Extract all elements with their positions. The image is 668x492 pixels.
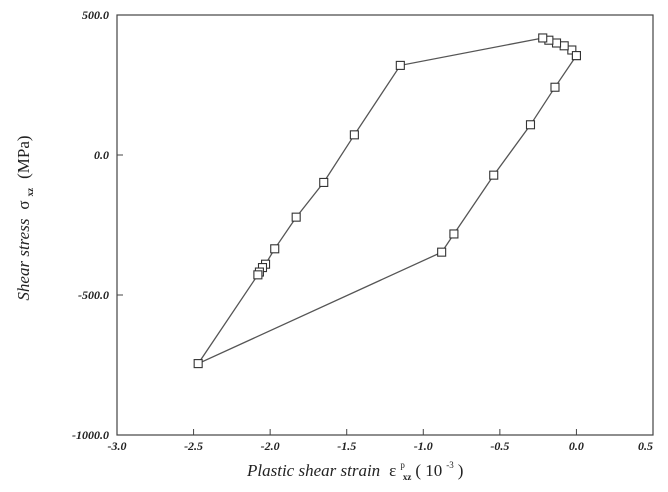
x-tick-label: -0.5 bbox=[490, 439, 509, 453]
x-axis-label: Plastic shear strain ε p xz ( 10 -3 ) bbox=[246, 455, 463, 484]
data-point-marker bbox=[538, 33, 548, 43]
data-point-marker bbox=[525, 120, 536, 130]
y-tick-label: -500.0 bbox=[78, 288, 109, 302]
data-point-marker bbox=[270, 244, 280, 254]
x-axis-label-text: Plastic shear strain bbox=[246, 461, 380, 480]
data-point-marker bbox=[551, 38, 562, 48]
data-point-marker bbox=[349, 130, 359, 140]
series-markers bbox=[193, 33, 581, 369]
data-point-marker bbox=[550, 82, 560, 92]
data-point-marker bbox=[571, 51, 581, 61]
data-point-marker bbox=[395, 60, 405, 70]
data-point-marker bbox=[319, 177, 329, 187]
x-axis-label-unit-open: ( 10 bbox=[415, 461, 442, 480]
x-tick-label: -2.5 bbox=[184, 439, 203, 453]
y-axis-label-subscript: xz bbox=[25, 188, 35, 197]
plot-frame bbox=[116, 14, 654, 436]
x-axis-label-symbol: ε bbox=[389, 461, 396, 480]
y-axis-label-text: Shear stress bbox=[14, 218, 33, 300]
x-axis-label-subscript: xz bbox=[403, 472, 412, 482]
x-tick-label: -1.5 bbox=[337, 439, 356, 453]
data-point-marker bbox=[489, 170, 499, 180]
y-tick-label: -1000.0 bbox=[72, 428, 109, 442]
x-tick-label: -1.0 bbox=[414, 439, 433, 453]
x-tick-label: -2.0 bbox=[261, 439, 280, 453]
x-axis-ticks: -3.0 -2.5 -2.0 -1.5 -1.0 -0.5 0.0 0.5 bbox=[108, 429, 654, 453]
y-axis-label-unit: (MPa) bbox=[14, 135, 33, 178]
data-point-marker bbox=[193, 359, 203, 369]
series-line bbox=[196, 37, 577, 366]
y-axis-label: Shear stress σ xz (MPa) bbox=[14, 135, 37, 300]
y-axis-label-symbol: σ bbox=[14, 200, 33, 209]
y-axis-ticks: 500.0 0.0 -500.0 -1000.0 bbox=[72, 8, 123, 442]
data-point-marker bbox=[449, 229, 459, 239]
y-tick-label: 500.0 bbox=[82, 8, 109, 22]
x-axis-label-unit-exponent: -3 bbox=[446, 460, 454, 470]
data-point-marker bbox=[291, 212, 301, 222]
x-tick-label: 0.0 bbox=[569, 439, 584, 453]
x-tick-label: -3.0 bbox=[108, 439, 127, 453]
x-axis-label-unit-close: ) bbox=[458, 461, 464, 480]
data-point-marker bbox=[437, 247, 447, 257]
data-point-marker bbox=[253, 270, 263, 280]
y-tick-label: 0.0 bbox=[94, 148, 109, 162]
data-point-marker bbox=[559, 41, 569, 51]
x-tick-label: 0.5 bbox=[638, 439, 653, 453]
x-axis-label-superscript: p bbox=[400, 460, 405, 470]
